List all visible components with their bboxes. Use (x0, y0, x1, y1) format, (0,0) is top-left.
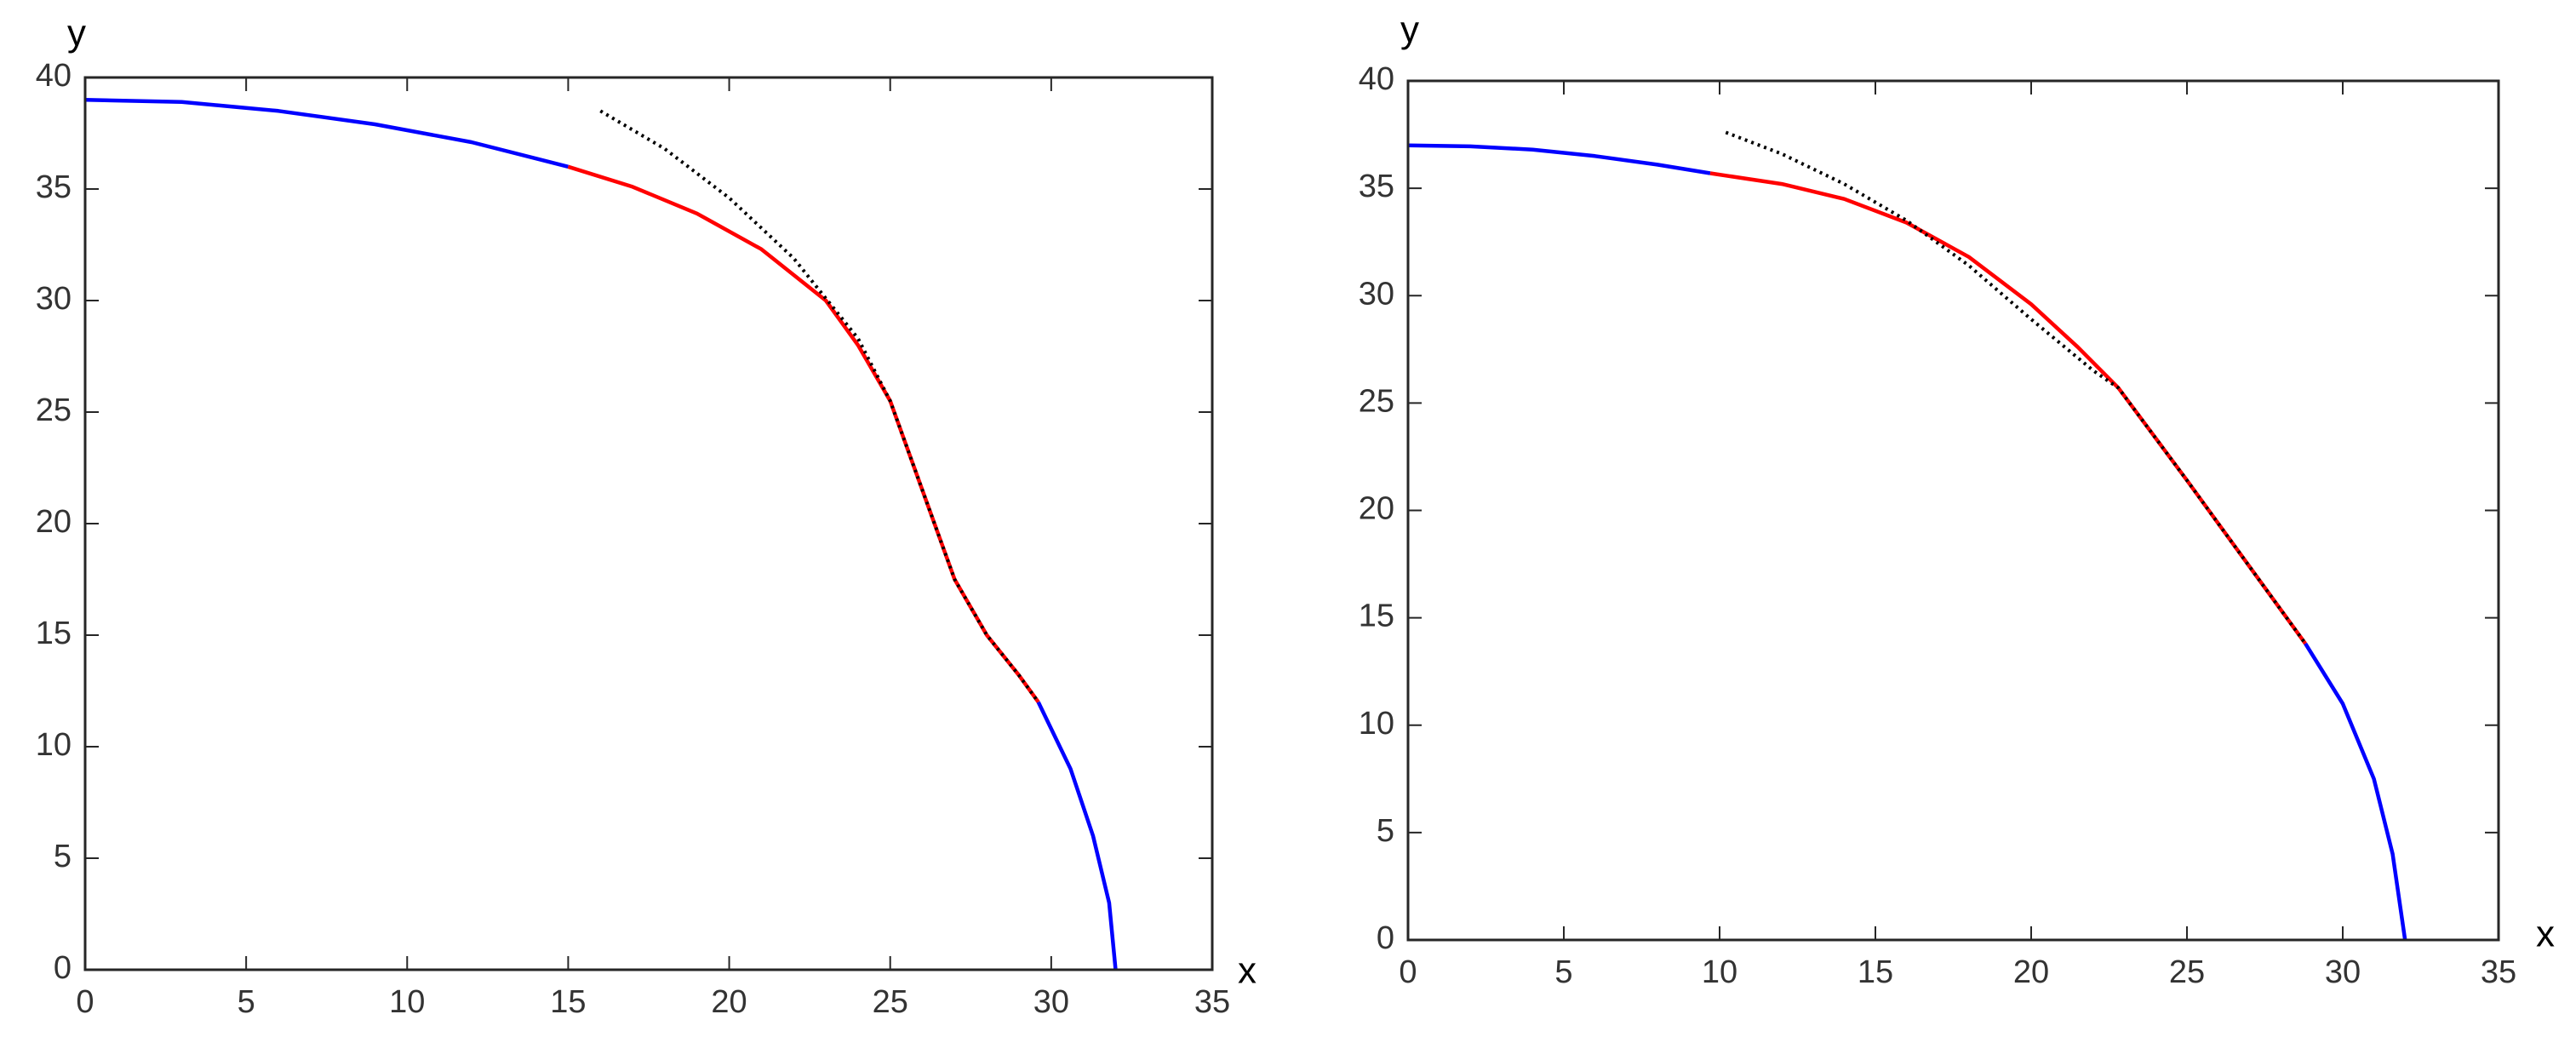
x-tick-label: 0 (1399, 954, 1417, 990)
series-line (1709, 171, 2307, 645)
y-tick-label: 40 (36, 58, 72, 94)
series-line (599, 109, 1040, 703)
x-tick-label: 5 (1554, 954, 1572, 990)
x-tick-label: 15 (550, 984, 586, 1020)
x-tick-label: 30 (2325, 954, 2361, 990)
x-tick-label: 10 (389, 984, 425, 1020)
y-tick-label: 40 (1359, 61, 1394, 97)
plot-area (85, 77, 1212, 970)
series-line (567, 164, 1040, 703)
series-line (84, 97, 569, 169)
x-tick-label: 5 (238, 984, 255, 1020)
y-tick-label: 0 (1377, 920, 1394, 956)
x-axis-label: x (1238, 950, 1257, 992)
plot-area (1408, 81, 2499, 940)
y-axis-label: y (1400, 9, 1419, 51)
x-tick-label: 15 (1858, 954, 1893, 990)
x-tick-label: 35 (1194, 984, 1230, 1020)
x-tick-label: 20 (2013, 954, 2049, 990)
x-tick-label: 20 (711, 984, 747, 1020)
series-line (1407, 143, 1711, 175)
y-tick-label: 10 (1359, 706, 1394, 742)
y-tick-label: 5 (54, 839, 72, 874)
y-tick-label: 25 (36, 392, 72, 428)
y-tick-label: 15 (1359, 599, 1394, 634)
y-tick-label: 30 (1359, 276, 1394, 312)
y-tick-label: 10 (36, 727, 72, 763)
y-tick-label: 15 (36, 616, 72, 651)
y-axis-label: y (67, 13, 86, 54)
x-tick-label: 25 (873, 984, 908, 1020)
y-tick-label: 20 (1359, 491, 1394, 527)
x-tick-label: 30 (1033, 984, 1069, 1020)
plot-frame (83, 76, 1214, 971)
y-tick-label: 0 (54, 950, 72, 986)
y-tick-label: 30 (36, 281, 72, 317)
x-tick-label: 0 (76, 984, 94, 1020)
x-tick-label: 25 (2169, 954, 2205, 990)
series-line (1036, 701, 1118, 971)
series-line (2304, 642, 2407, 941)
y-tick-label: 20 (36, 504, 72, 540)
x-tick-label: 35 (2481, 954, 2516, 990)
x-tick-label: 10 (1702, 954, 1737, 990)
y-tick-label: 25 (1359, 383, 1394, 419)
y-tick-label: 35 (1359, 169, 1394, 204)
plot-frame (1406, 79, 2500, 942)
x-axis-label: x (2536, 914, 2555, 955)
y-tick-label: 5 (1377, 813, 1394, 849)
y-tick-label: 35 (36, 169, 72, 205)
